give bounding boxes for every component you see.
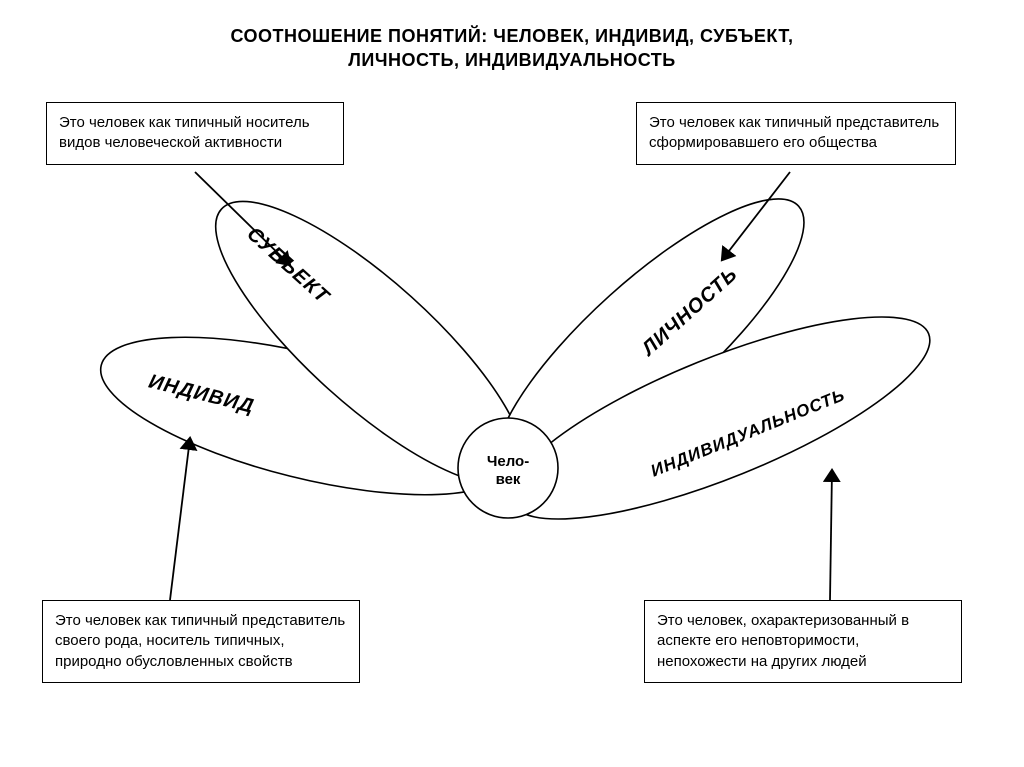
box-lichnost: Это человек как типичный представитель с… xyxy=(636,102,956,165)
box-individ: Это человек как типичный представитель с… xyxy=(42,600,360,683)
box-individualnost: Это человек, охарактеризованный в аспект… xyxy=(644,600,962,683)
box-subject: Это человек как типичный носитель видов … xyxy=(46,102,344,165)
arrow-box-individualnost xyxy=(830,470,832,600)
center-label-1: Чело- xyxy=(487,453,529,470)
center-label-2: век xyxy=(496,471,521,488)
arrow-box-individ xyxy=(170,438,190,600)
